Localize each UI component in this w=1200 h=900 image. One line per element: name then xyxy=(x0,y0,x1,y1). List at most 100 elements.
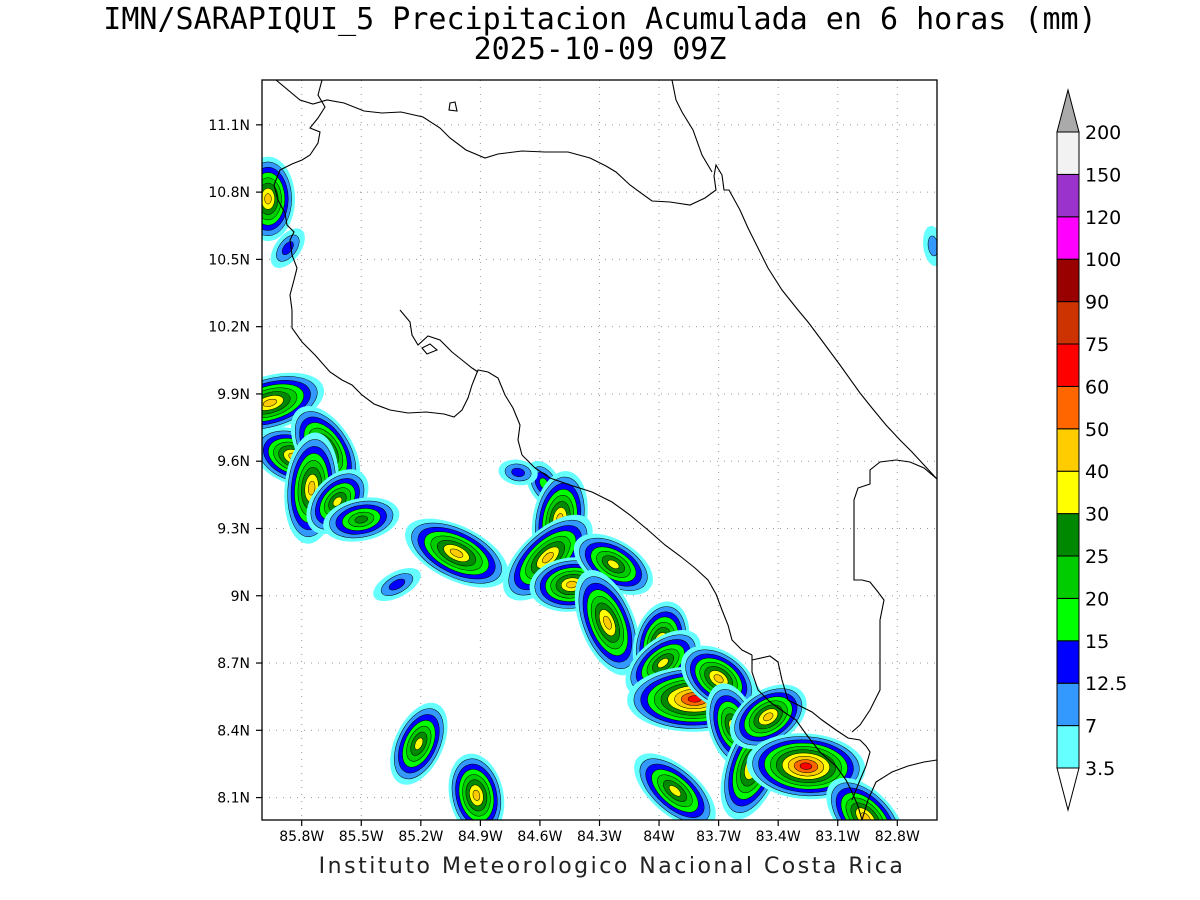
precip-contour xyxy=(603,615,612,630)
axis-ticks: 11.1N 10.8N 10.5N 10.2N 9.9N 9.6N 9.3N 9N 8.7N 8.… xyxy=(208,118,920,845)
colorbar: 3.5 7 12.5 15 20 25 30 40 50 60 75 90 100 120 150 200 xyxy=(1056,88,1127,812)
map-title: IMN/SARAPIQUI_5 Precipitacion Acumulada … xyxy=(103,2,1097,37)
lat-tick-label: 9.3N xyxy=(217,521,250,537)
colorbar-label: 30 xyxy=(1085,504,1109,526)
colorbar-swatch xyxy=(1056,173,1080,218)
colorbar-label: 7 xyxy=(1085,716,1097,738)
precipitation-field xyxy=(262,156,937,820)
lon-tick-label: 83.7W xyxy=(696,829,741,845)
precip-contour xyxy=(799,762,813,770)
precip-contour xyxy=(414,737,424,750)
lon-tick-label: 85.8W xyxy=(279,829,324,845)
colorbar-swatch xyxy=(1056,725,1080,769)
plot-frame xyxy=(261,79,938,821)
colorbar-label: 100 xyxy=(1085,249,1121,271)
precip-cell xyxy=(729,684,807,750)
colorbar-swatch xyxy=(1056,385,1080,430)
colorbar-swatch xyxy=(1056,258,1080,303)
lat-tick-label: 9.6N xyxy=(217,454,250,470)
precip-contour xyxy=(713,674,724,684)
precip-contour xyxy=(511,467,525,477)
precip-cell xyxy=(405,518,509,588)
lat-tick-label: 9.9N xyxy=(217,387,250,403)
precip-contour xyxy=(927,235,937,257)
colorbar-label: 3.5 xyxy=(1085,758,1115,780)
precip-contour xyxy=(657,658,669,668)
precip-contour xyxy=(472,789,481,801)
colorbar-swatch xyxy=(1056,682,1080,727)
central-pacific-coast xyxy=(521,454,753,656)
precip-cell xyxy=(390,702,448,785)
colorbar-swatch xyxy=(1056,640,1080,684)
lon-tick-label: 83.1W xyxy=(815,829,860,845)
precip-contour xyxy=(607,559,620,569)
colorbar-label: 60 xyxy=(1085,376,1109,398)
lat-tick-label: 8.7N xyxy=(217,656,250,672)
precip-contour xyxy=(307,480,316,496)
precip-cell xyxy=(746,733,866,800)
precip-cell xyxy=(373,567,421,602)
colorbar-swatch xyxy=(1056,301,1080,345)
colorbar-swatch xyxy=(1056,343,1080,387)
lon-tick-label: 84W xyxy=(643,829,675,845)
precip-cell xyxy=(826,777,905,820)
colorbar-swatch xyxy=(1056,216,1080,260)
colorbar-label: 150 xyxy=(1085,164,1121,186)
lat-tick-label: 11.1N xyxy=(208,118,250,134)
precip-cell xyxy=(634,753,716,820)
lat-tick-label: 8.4N xyxy=(217,723,250,739)
precip-cell xyxy=(503,514,593,601)
graticule xyxy=(262,80,937,820)
credit-line: Instituto Meteorologico Nacional Costa R… xyxy=(318,854,906,879)
colorbar-under-arrow xyxy=(1056,767,1080,812)
colorbar-swatch xyxy=(1056,555,1080,599)
guanacaste-coast xyxy=(273,80,523,456)
lat-tick-label: 10.2N xyxy=(208,320,250,336)
burica-coast xyxy=(861,759,937,820)
precip-cell xyxy=(574,569,641,676)
colorbar-swatch xyxy=(1056,597,1080,642)
colorbar-label: 200 xyxy=(1085,122,1121,144)
lon-tick-label: 84.9W xyxy=(458,829,503,845)
golfo-dulce xyxy=(751,655,871,801)
precip-contour xyxy=(262,398,277,407)
precip-contour xyxy=(542,552,554,564)
panama-border xyxy=(851,459,937,733)
colorbar-label: 15 xyxy=(1085,631,1109,653)
colorbar-label: 12.5 xyxy=(1085,673,1127,695)
colorbar-label: 20 xyxy=(1085,588,1109,610)
precip-cell xyxy=(923,225,937,266)
colorbar-swatch xyxy=(1056,131,1080,175)
colorbar-label: 75 xyxy=(1085,334,1109,356)
lat-tick-label: 8.1N xyxy=(217,791,250,807)
lon-tick-label: 82.8W xyxy=(875,829,920,845)
gulf-of-nicoya xyxy=(399,309,479,373)
map-valid-time: 2025-10-09 09Z xyxy=(473,32,727,67)
lon-tick-label: 83.4W xyxy=(756,829,801,845)
precip-contour xyxy=(388,578,406,591)
colorbar-swatch xyxy=(1056,470,1080,515)
precip-contour xyxy=(332,496,343,507)
precip-contour xyxy=(449,548,464,558)
lake-nicaragua-shore xyxy=(275,80,937,480)
osa-peninsula xyxy=(751,655,863,820)
colorbar-over-arrow xyxy=(1056,88,1080,133)
lat-tick-label: 10.5N xyxy=(208,252,250,268)
colorbar-label: 120 xyxy=(1085,207,1121,229)
colorbar-label: 25 xyxy=(1085,546,1109,568)
colorbar-swatch xyxy=(1056,513,1080,557)
precip-cell xyxy=(448,753,505,820)
colorbar-label: 50 xyxy=(1085,419,1109,441)
nicaragua-caribbean-coast xyxy=(671,80,713,173)
lon-tick-label: 84.6W xyxy=(517,829,562,845)
colorbar-label: 40 xyxy=(1085,461,1109,483)
lon-tick-label: 85.5W xyxy=(339,829,384,845)
lat-tick-label: 10.8N xyxy=(208,185,250,201)
lat-tick-label: 9N xyxy=(231,589,250,605)
lon-tick-label: 85.2W xyxy=(398,829,443,845)
precip-contour xyxy=(354,515,368,524)
precip-contour xyxy=(763,712,774,722)
coastline xyxy=(273,80,937,820)
precip-cell xyxy=(262,156,295,242)
